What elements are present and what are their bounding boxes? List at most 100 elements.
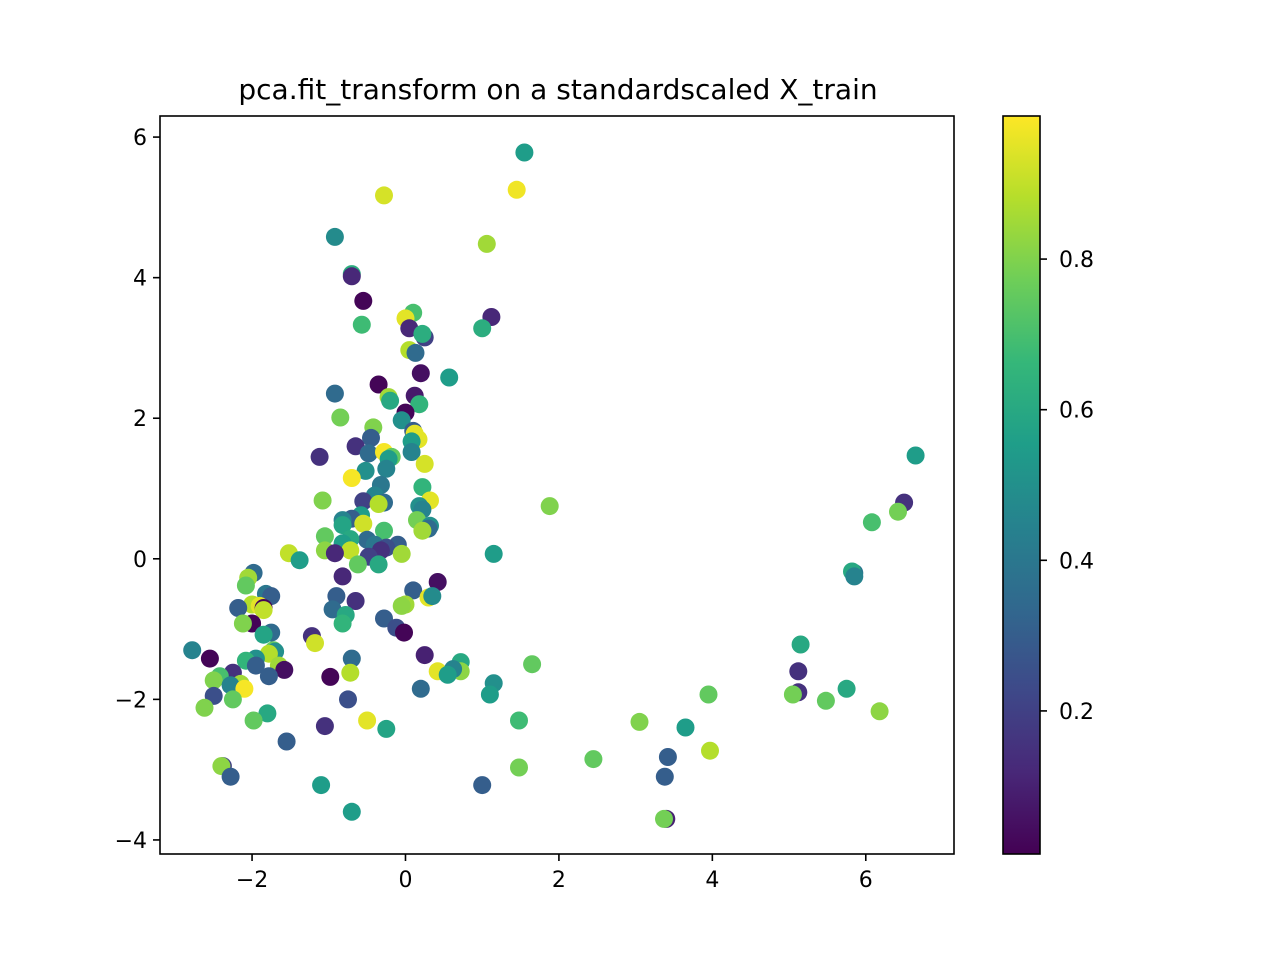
data-point: [369, 555, 388, 574]
data-point: [246, 656, 265, 675]
data-point: [413, 324, 432, 343]
data-point: [523, 655, 542, 674]
data-point: [200, 649, 219, 668]
data-point: [244, 711, 263, 730]
y-axis: −4 −2 0 2 4 6: [115, 126, 160, 854]
data-point: [342, 649, 361, 668]
data-point: [404, 581, 423, 600]
data-point: [438, 665, 457, 684]
data-point: [655, 767, 674, 786]
data-point: [277, 732, 296, 751]
data-point: [484, 544, 503, 563]
data-point: [906, 446, 925, 465]
data-point: [369, 375, 388, 394]
data-point: [415, 454, 434, 473]
data-point: [358, 711, 377, 730]
data-point: [377, 459, 396, 478]
data-point: [584, 750, 603, 769]
colorbar-tick-label: 0.6: [1059, 399, 1094, 424]
data-point: [195, 698, 214, 717]
data-point: [325, 227, 344, 246]
data-point: [354, 291, 373, 310]
data-point: [354, 514, 373, 533]
data-point: [507, 180, 526, 199]
data-point: [375, 609, 393, 628]
data-point: [392, 596, 411, 615]
y-tick-label: −4: [115, 829, 147, 854]
data-point: [342, 469, 361, 487]
data-point: [791, 635, 810, 654]
data-point: [413, 521, 432, 540]
data-point: [789, 662, 808, 681]
data-point: [428, 573, 447, 591]
data-point: [183, 641, 202, 660]
data-point: [346, 592, 365, 610]
data-point: [480, 685, 499, 704]
data-point: [392, 411, 411, 430]
colorbar-tick-label: 0.4: [1059, 549, 1094, 574]
x-axis: −2 0 2 4 6: [236, 854, 873, 893]
data-point: [423, 587, 442, 606]
data-point: [699, 685, 718, 704]
data-point: [658, 748, 677, 766]
data-point: [310, 447, 329, 466]
data-point: [413, 478, 432, 497]
data-point: [325, 544, 344, 563]
data-point: [862, 513, 881, 532]
data-point: [233, 614, 252, 633]
data-point: [333, 567, 352, 586]
data-point: [339, 690, 357, 709]
data-point: [473, 319, 492, 338]
data-point: [275, 660, 294, 679]
data-point: [676, 718, 695, 737]
data-point: [235, 679, 254, 698]
data-point: [362, 428, 380, 447]
colorbar: [1002, 115, 1041, 855]
data-point: [356, 461, 375, 480]
data-point: [402, 443, 421, 461]
plot-frame: [159, 115, 955, 855]
data-point: [258, 704, 277, 723]
data-point: [313, 491, 332, 510]
data-point: [341, 541, 360, 560]
data-point: [870, 702, 889, 721]
data-point: [837, 679, 856, 698]
data-point: [411, 364, 430, 383]
colorbar-axis: 0.2 0.4 0.6 0.8: [1040, 248, 1094, 725]
y-tick-label: 6: [133, 126, 147, 151]
data-point: [375, 521, 393, 540]
data-point: [342, 802, 361, 821]
data-point: [783, 685, 802, 704]
x-tick-label: 4: [705, 868, 719, 893]
data-point: [221, 767, 240, 786]
data-point: [333, 516, 352, 535]
x-tick-label: 2: [552, 868, 566, 893]
data-point: [845, 567, 864, 586]
data-point: [655, 809, 673, 828]
data-point: [375, 186, 393, 205]
data-point: [306, 634, 324, 653]
data-point: [415, 646, 434, 665]
data-point: [540, 497, 559, 516]
colorbar-tick-label: 0.8: [1059, 248, 1094, 273]
data-point: [354, 492, 373, 511]
data-point: [341, 663, 360, 682]
data-point: [477, 234, 496, 253]
y-tick-label: 2: [133, 407, 147, 432]
data-point: [315, 527, 334, 546]
data-point: [229, 599, 248, 617]
data-point: [259, 667, 278, 686]
data-point: [381, 391, 400, 410]
data-point: [352, 315, 371, 334]
data-point: [510, 758, 528, 777]
data-point: [321, 667, 340, 686]
x-tick-label: 6: [859, 868, 873, 893]
data-point: [359, 444, 378, 463]
data-point: [889, 502, 907, 521]
y-tick-label: −2: [115, 688, 147, 713]
data-point: [348, 555, 367, 574]
data-point: [406, 343, 425, 362]
data-point: [510, 711, 528, 730]
scatter-points: [183, 143, 925, 828]
